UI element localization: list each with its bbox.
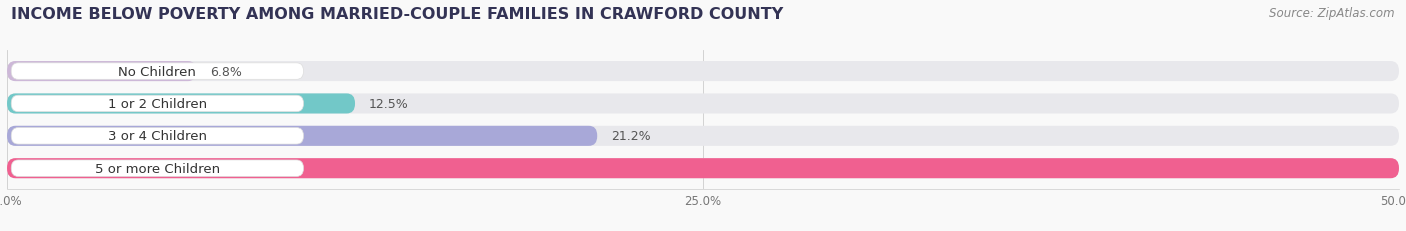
Text: 21.2%: 21.2% (612, 130, 651, 143)
FancyBboxPatch shape (11, 64, 304, 80)
FancyBboxPatch shape (11, 128, 304, 144)
Text: No Children: No Children (118, 65, 197, 78)
Text: 1 or 2 Children: 1 or 2 Children (108, 97, 207, 110)
FancyBboxPatch shape (7, 158, 1399, 179)
FancyBboxPatch shape (7, 62, 1399, 82)
FancyBboxPatch shape (7, 94, 1399, 114)
Text: 12.5%: 12.5% (368, 97, 409, 110)
FancyBboxPatch shape (7, 62, 197, 82)
Text: 3 or 4 Children: 3 or 4 Children (108, 130, 207, 143)
FancyBboxPatch shape (7, 126, 1399, 146)
FancyBboxPatch shape (7, 94, 354, 114)
Text: INCOME BELOW POVERTY AMONG MARRIED-COUPLE FAMILIES IN CRAWFORD COUNTY: INCOME BELOW POVERTY AMONG MARRIED-COUPL… (11, 7, 783, 22)
FancyBboxPatch shape (11, 96, 304, 112)
Text: 6.8%: 6.8% (211, 65, 242, 78)
Text: Source: ZipAtlas.com: Source: ZipAtlas.com (1270, 7, 1395, 20)
FancyBboxPatch shape (7, 158, 1399, 179)
Text: 5 or more Children: 5 or more Children (94, 162, 219, 175)
FancyBboxPatch shape (11, 160, 304, 177)
FancyBboxPatch shape (7, 126, 598, 146)
